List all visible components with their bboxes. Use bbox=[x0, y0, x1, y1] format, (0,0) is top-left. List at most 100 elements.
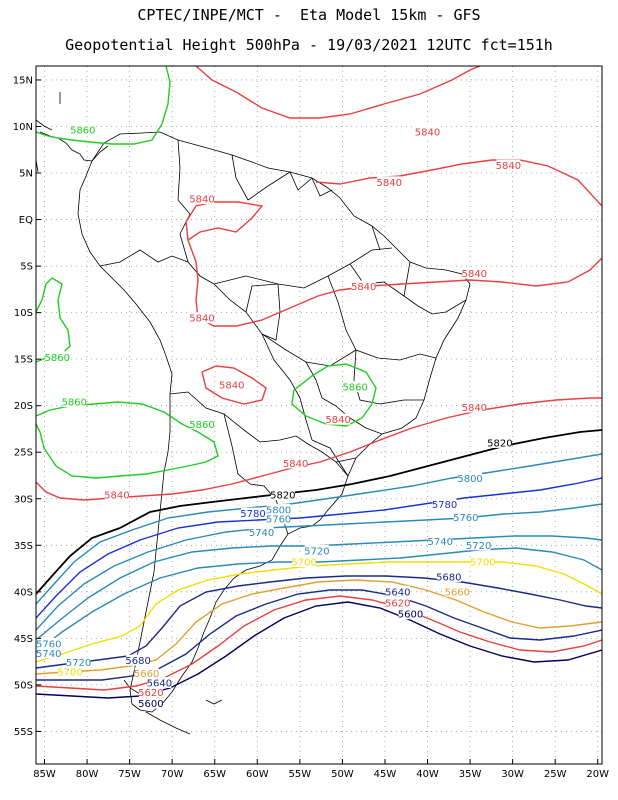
lat-tick-label: 5S bbox=[20, 262, 33, 273]
contour-label-5840: 5840 bbox=[104, 491, 129, 502]
contour-label-5620: 5620 bbox=[138, 688, 163, 699]
contour-label-bg bbox=[398, 608, 423, 620]
contour-label-bg bbox=[45, 351, 70, 363]
lon-tick-label: 40W bbox=[416, 769, 439, 780]
contour-label-bg bbox=[292, 556, 317, 568]
lon-tick-label: 60W bbox=[246, 769, 269, 780]
contour-label-5840: 5840 bbox=[189, 195, 214, 206]
contour-label-bg bbox=[219, 379, 244, 391]
contour-label-bg bbox=[70, 124, 95, 136]
contour-label-bg bbox=[36, 637, 61, 649]
contour-label-5840: 5840 bbox=[496, 161, 521, 172]
lat-tick-label: 50S bbox=[14, 680, 33, 691]
contour-label-5700: 5700 bbox=[291, 558, 316, 569]
contour-line-5720 bbox=[36, 547, 602, 653]
contour-label-bg bbox=[436, 570, 461, 582]
contour-label-5660: 5660 bbox=[134, 669, 159, 680]
contour-label-5720: 5720 bbox=[66, 658, 91, 669]
contour-label-bg bbox=[62, 395, 87, 407]
contour-label-5760: 5760 bbox=[266, 515, 291, 526]
contour-label-bg bbox=[496, 159, 521, 171]
contour-line-5860 bbox=[36, 66, 171, 145]
contour-label-5720: 5720 bbox=[304, 546, 329, 557]
contour-line-5860 bbox=[36, 401, 219, 479]
contour-label-bg bbox=[66, 656, 91, 668]
contour-label-5860: 5860 bbox=[189, 420, 214, 431]
plot-frame bbox=[35, 65, 603, 765]
contour-line-5700 bbox=[36, 561, 602, 663]
contour-label-5600: 5600 bbox=[138, 699, 163, 710]
lon-tick-label: 25W bbox=[544, 769, 567, 780]
contour-label-bg bbox=[58, 665, 83, 677]
contour-label-5780: 5780 bbox=[240, 509, 265, 520]
contour-label-5840: 5840 bbox=[219, 381, 244, 392]
contour-label-bg bbox=[249, 526, 274, 538]
contour-label-bg bbox=[138, 697, 163, 709]
contour-line-5620 bbox=[36, 595, 602, 691]
contour-label-5840: 5840 bbox=[351, 282, 376, 293]
contour-label-5840: 5840 bbox=[415, 128, 440, 139]
lat-tick-label: 40S bbox=[14, 587, 33, 598]
map-title: CPTEC/INPE/MCT - Eta Model 15km - GFS bbox=[137, 6, 481, 24]
lon-tick-label: 55W bbox=[289, 769, 312, 780]
contour-label-5860: 5860 bbox=[45, 353, 70, 364]
contour-label-5860: 5860 bbox=[70, 126, 95, 137]
lat-tick-label: 45S bbox=[14, 634, 33, 645]
contour-label-5860: 5860 bbox=[62, 397, 87, 408]
lon-tick-label: 75W bbox=[118, 769, 141, 780]
contour-label-5680: 5680 bbox=[436, 572, 461, 583]
contour-label-5840: 5840 bbox=[462, 269, 487, 280]
contour-label-bg bbox=[377, 176, 402, 188]
contour-label-bg bbox=[462, 267, 487, 279]
contour-label-bg bbox=[304, 544, 329, 556]
contour-label-bg bbox=[326, 413, 351, 425]
contour-label-5720: 5720 bbox=[466, 541, 491, 552]
contour-label-5700: 5700 bbox=[57, 667, 82, 678]
contour-label-bg bbox=[415, 126, 440, 138]
lat-tick-label: 15S bbox=[14, 355, 33, 366]
contour-label-5800: 5800 bbox=[266, 505, 291, 516]
contour-label-bg bbox=[453, 511, 478, 523]
contour-line-5840 bbox=[315, 159, 602, 207]
contour-line-5780 bbox=[36, 477, 602, 619]
contour-label-bg bbox=[462, 401, 487, 413]
lat-tick-label: 5N bbox=[19, 169, 33, 180]
contour-label-bg bbox=[487, 436, 512, 448]
lat-tick-label: EQ bbox=[19, 215, 33, 226]
contour-line-5760 bbox=[36, 503, 602, 631]
contour-label-5840: 5840 bbox=[376, 178, 401, 189]
contour-label-5800: 5800 bbox=[457, 474, 482, 485]
lon-tick-label: 70W bbox=[161, 769, 184, 780]
axis-labels: 15N10N5NEQ5S10S15S20S25S30S35S40S45S50S5… bbox=[13, 75, 609, 780]
lon-tick-label: 30W bbox=[501, 769, 524, 780]
lat-tick-label: 10N bbox=[13, 122, 33, 133]
lat-tick-label: 25S bbox=[14, 448, 33, 459]
contour-label-5640: 5640 bbox=[385, 587, 410, 598]
contour-label-5820: 5820 bbox=[270, 491, 295, 502]
contour-label-5740: 5740 bbox=[36, 649, 61, 660]
contour-label-bg bbox=[458, 472, 483, 484]
coastlines-and-borders bbox=[36, 92, 471, 735]
contour-label-bg bbox=[445, 585, 470, 597]
contour-label-5740: 5740 bbox=[428, 537, 453, 548]
contour-label-bg bbox=[241, 507, 266, 519]
contour-label-5620: 5620 bbox=[385, 598, 410, 609]
contour-label-5820: 5820 bbox=[487, 438, 512, 449]
contour-label-bg bbox=[189, 193, 214, 205]
contour-label-5840: 5840 bbox=[283, 459, 308, 470]
contour-label-5860: 5860 bbox=[342, 383, 367, 394]
contour-label-5760: 5760 bbox=[453, 513, 478, 524]
lat-tick-label: 20S bbox=[14, 401, 33, 412]
contour-label-5840: 5840 bbox=[189, 314, 214, 325]
contour-label-5640: 5640 bbox=[147, 679, 172, 690]
contour-label-5760: 5760 bbox=[36, 639, 61, 650]
contour-label-bg bbox=[36, 647, 61, 659]
contour-label-5780: 5780 bbox=[432, 500, 457, 511]
lon-tick-label: 45W bbox=[374, 769, 397, 780]
lat-tick-label: 35S bbox=[14, 541, 33, 552]
lat-tick-label: 15N bbox=[13, 75, 33, 86]
contour-label-bg bbox=[138, 686, 163, 698]
lon-tick-label: 20W bbox=[586, 769, 609, 780]
contour-line-5680 bbox=[36, 575, 602, 669]
